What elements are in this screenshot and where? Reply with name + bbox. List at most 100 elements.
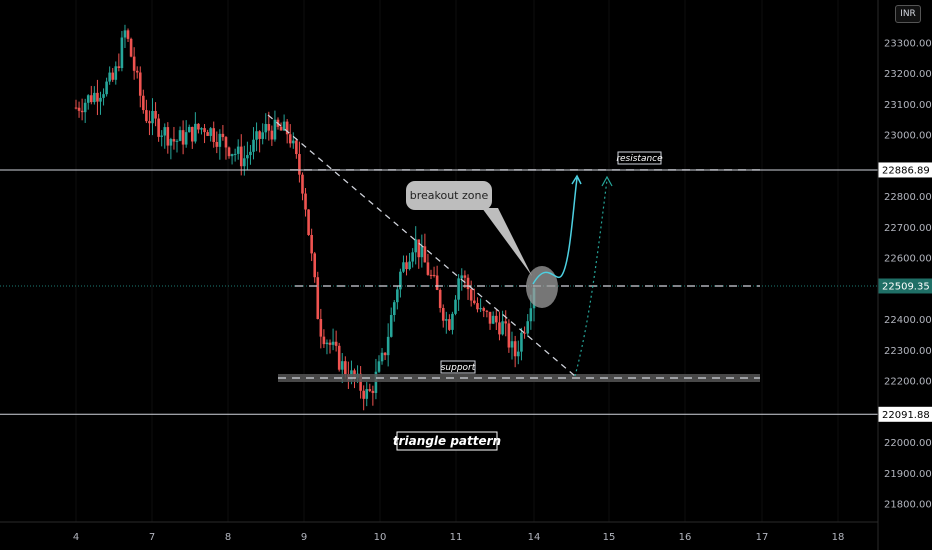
- candle-body: [181, 130, 185, 145]
- candle-body: [258, 131, 261, 139]
- x-tick-label: 7: [149, 532, 155, 543]
- candle-body: [148, 121, 151, 124]
- candle-body: [319, 318, 323, 337]
- candle-body: [457, 278, 460, 300]
- candle-body: [298, 154, 301, 175]
- candle-body: [402, 262, 405, 272]
- candle-body: [138, 72, 142, 96]
- candle-body: [190, 126, 194, 142]
- candlestick-series: [74, 24, 536, 411]
- candle-body: [105, 81, 108, 95]
- candle-body: [129, 38, 133, 57]
- candle-body: [142, 95, 145, 111]
- candle-body: [408, 261, 411, 270]
- candle-body: [473, 300, 476, 304]
- candle-body: [510, 341, 514, 348]
- y-tick-label: 22200.00: [884, 377, 932, 388]
- candle-body: [448, 319, 451, 330]
- price-level-badge: [878, 162, 932, 178]
- candle-body: [96, 92, 99, 102]
- candle-body: [337, 345, 341, 370]
- candle-body: [80, 110, 84, 113]
- candle-body: [86, 95, 90, 103]
- price-level-value: 22091.88: [882, 410, 930, 421]
- candle-body: [386, 336, 390, 356]
- support-label: support: [441, 363, 476, 373]
- candle-body: [441, 307, 445, 321]
- candle-body: [516, 351, 520, 357]
- candle-body: [344, 361, 347, 375]
- y-tick-label: 23300.00: [884, 39, 932, 50]
- candle-body: [246, 155, 249, 159]
- candle-body: [282, 121, 286, 131]
- y-tick-label: 23000.00: [884, 131, 932, 142]
- candle-body: [151, 110, 154, 124]
- candle-body: [209, 128, 212, 136]
- candle-body: [414, 239, 418, 253]
- candle-body: [120, 37, 124, 69]
- candle-body: [145, 110, 148, 122]
- candle-body: [485, 310, 489, 312]
- candle-body: [135, 70, 139, 73]
- candle-body: [310, 235, 313, 254]
- candle-body: [203, 128, 206, 133]
- candle-body: [504, 321, 508, 324]
- candle-body: [187, 126, 191, 133]
- candle-body: [495, 315, 498, 323]
- candle-body: [488, 311, 492, 324]
- candle-body: [252, 139, 255, 152]
- resistance-label: resistance: [616, 154, 663, 164]
- y-tick-label: 22800.00: [884, 192, 932, 203]
- time-axis[interactable]: 4 7 8 9 10 11 14 15 16 17 18: [0, 521, 878, 543]
- candle-body: [102, 94, 105, 98]
- candle-body: [99, 97, 102, 102]
- candle-body: [230, 154, 234, 157]
- candle-body: [325, 342, 329, 345]
- candle-body: [160, 135, 163, 137]
- x-tick-label: 18: [832, 532, 845, 543]
- candle-body: [212, 128, 216, 142]
- y-tick-label: 23200.00: [884, 69, 932, 80]
- candle-body: [218, 133, 222, 147]
- candle-body: [529, 308, 533, 322]
- candle-body: [435, 275, 439, 290]
- candle-body: [383, 352, 387, 356]
- x-tick-label: 4: [73, 532, 79, 543]
- candle-body: [233, 153, 237, 155]
- candle-body: [215, 141, 219, 147]
- candle-body: [108, 72, 111, 82]
- candle-body: [117, 66, 121, 69]
- candle-body: [123, 30, 127, 38]
- price-axis[interactable]: 23300.00 23200.00 23100.00 23000.00 22800.00…: [877, 0, 932, 550]
- breakout-label: breakout zone: [410, 189, 489, 202]
- breakout-highlight: [526, 266, 558, 308]
- candle-body: [221, 133, 225, 138]
- callout-pointer: [482, 208, 532, 276]
- candle-body: [405, 262, 408, 270]
- candle-body: [166, 127, 170, 146]
- candle-body: [359, 373, 362, 391]
- price-level-badge: [878, 278, 932, 294]
- candle-body: [469, 289, 473, 301]
- candle-body: [520, 332, 523, 352]
- candle-body: [301, 174, 304, 194]
- x-tick-label: 17: [756, 532, 769, 543]
- candle-body: [331, 341, 335, 345]
- candle-body: [175, 140, 179, 142]
- projection-arrow-dotted: [574, 179, 608, 377]
- candle-body: [291, 140, 295, 144]
- candle-body: [389, 315, 393, 337]
- grid: [75, 0, 839, 522]
- candle-body: [438, 289, 442, 308]
- candle-body: [316, 277, 320, 319]
- candle-body: [322, 336, 326, 345]
- candle-body: [267, 124, 271, 131]
- currency-badge[interactable]: INR: [895, 5, 921, 23]
- candle-body: [491, 315, 495, 324]
- pattern-tag: triangle pattern: [393, 431, 501, 451]
- candle-body: [264, 124, 268, 133]
- candle-body: [374, 371, 378, 393]
- candle-body: [206, 132, 209, 136]
- candle-body: [501, 321, 504, 335]
- y-tick-label: 22600.00: [884, 254, 932, 265]
